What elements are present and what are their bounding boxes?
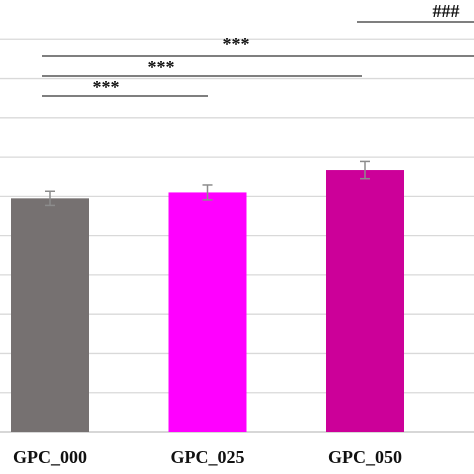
significance-label: *** bbox=[148, 57, 175, 77]
bar bbox=[11, 198, 89, 432]
significance-label: *** bbox=[93, 77, 120, 97]
significance-label: *** bbox=[223, 34, 250, 54]
bar bbox=[326, 170, 404, 432]
significance-label: ### bbox=[433, 1, 460, 21]
x-tick-label: GPC_000 bbox=[13, 447, 87, 467]
x-tick-label: GPC_050 bbox=[328, 447, 402, 467]
x-tick-label: GPC_025 bbox=[171, 447, 245, 467]
bar bbox=[168, 192, 247, 432]
